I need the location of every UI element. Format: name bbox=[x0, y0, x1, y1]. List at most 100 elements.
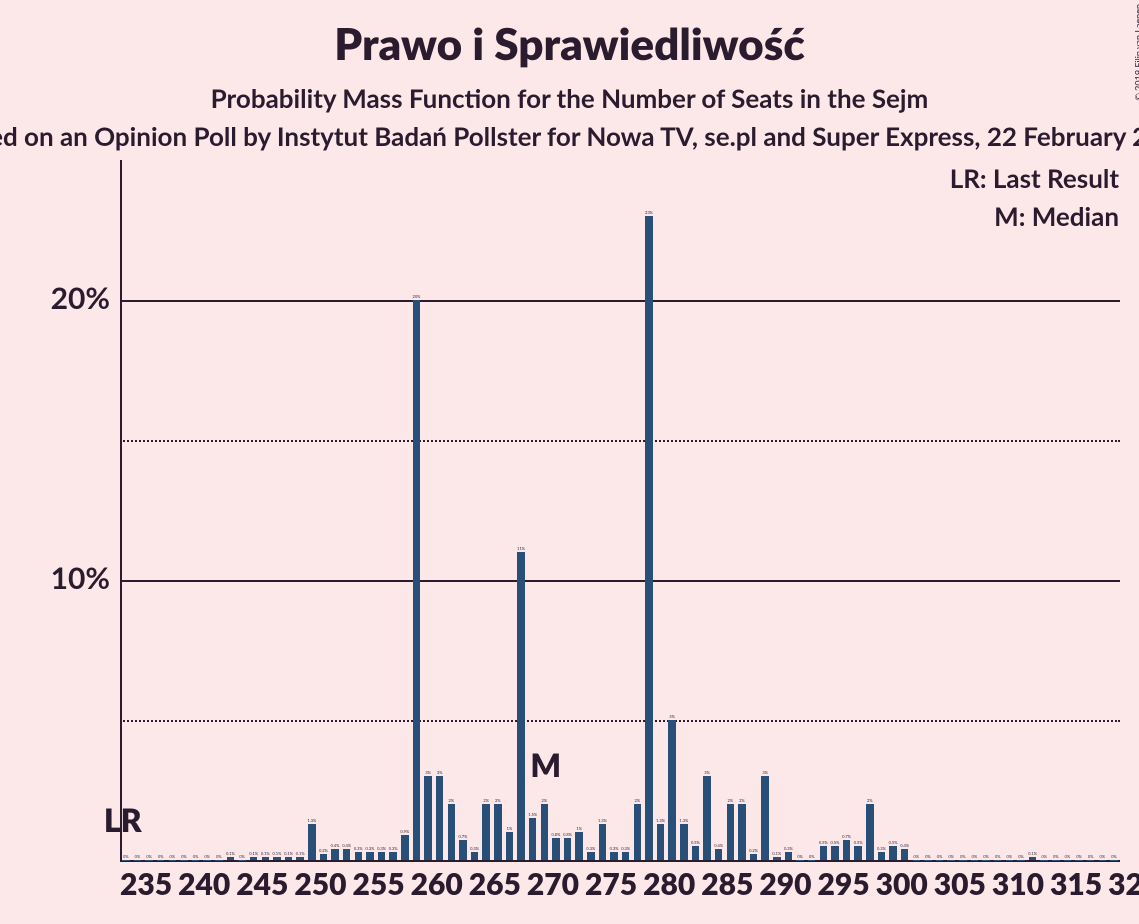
x-label-cell bbox=[899, 866, 911, 902]
bar bbox=[378, 852, 386, 860]
x-axis-label: 320 bbox=[1108, 866, 1139, 902]
bar bbox=[982, 860, 990, 861]
bar-305: 0% bbox=[934, 160, 946, 860]
bar bbox=[1099, 860, 1107, 861]
bar-281: 1.3% bbox=[655, 160, 667, 860]
bar-label: 0% bbox=[170, 854, 176, 859]
bar-265: 0.3% bbox=[469, 160, 481, 860]
bar-257: 0.3% bbox=[376, 160, 388, 860]
bar-266: 2% bbox=[480, 160, 492, 860]
bar-286: 0.4% bbox=[713, 160, 725, 860]
x-label-cell: 305 bbox=[934, 866, 946, 902]
bar-288: 2% bbox=[736, 160, 748, 860]
bar bbox=[773, 857, 781, 860]
bar-264: 0.7% bbox=[457, 160, 469, 860]
x-label-cell bbox=[248, 866, 260, 902]
x-label-cell: 245 bbox=[236, 866, 248, 902]
bar bbox=[901, 849, 909, 860]
bar-label: 0% bbox=[158, 854, 164, 859]
bar bbox=[878, 852, 886, 860]
bars: 0%0%0%0%0%0%0%0%0%0.1%0%0.1%0.1%0.1%0.1%… bbox=[120, 160, 1120, 860]
x-label-cell bbox=[980, 866, 992, 902]
x-label-cell: 260 bbox=[411, 866, 423, 902]
bar-254: 0.4% bbox=[341, 160, 353, 860]
bar bbox=[308, 824, 316, 860]
x-label-cell bbox=[167, 866, 179, 902]
bar-316: 0% bbox=[1062, 160, 1074, 860]
bar-label: 0.1% bbox=[296, 851, 305, 856]
bar bbox=[808, 860, 816, 861]
bar-label: 0.7% bbox=[459, 834, 468, 839]
bar-label: 0.4% bbox=[331, 843, 340, 848]
bar-label: 0% bbox=[1100, 854, 1106, 859]
bar-319: 0% bbox=[1097, 160, 1109, 860]
x-label-cell bbox=[341, 866, 353, 902]
bar-label: 0.3% bbox=[586, 846, 595, 851]
bar-294: 0% bbox=[806, 160, 818, 860]
x-label-cell bbox=[1015, 866, 1027, 902]
bar-307: 0% bbox=[957, 160, 969, 860]
x-label-cell bbox=[434, 866, 446, 902]
x-label-cell bbox=[562, 866, 574, 902]
x-label-cell bbox=[608, 866, 620, 902]
bar-label: 0.8% bbox=[563, 832, 572, 837]
bar-label: 0.3% bbox=[354, 846, 363, 851]
bar-label: 0% bbox=[1111, 854, 1117, 859]
bar bbox=[203, 860, 211, 861]
bar bbox=[180, 860, 188, 861]
bar-259: 0.9% bbox=[399, 160, 411, 860]
bar-289: 0.2% bbox=[748, 160, 760, 860]
bar bbox=[843, 840, 851, 860]
bar-246: 0.1% bbox=[248, 160, 260, 860]
x-label-cell bbox=[736, 866, 748, 902]
x-label-cell bbox=[492, 866, 504, 902]
bar bbox=[541, 804, 549, 860]
bar bbox=[134, 860, 142, 861]
bar bbox=[250, 857, 258, 860]
x-label-cell bbox=[225, 866, 237, 902]
bar bbox=[854, 846, 862, 860]
bar-label: 1.3% bbox=[679, 818, 688, 823]
chart-container: © 2019 Filip van Laenen Prawo i Sprawied… bbox=[0, 0, 1139, 924]
bar bbox=[506, 832, 514, 860]
bar-label: 0.5% bbox=[819, 840, 828, 845]
bar-276: 1.3% bbox=[597, 160, 609, 860]
x-label-cell: 240 bbox=[178, 866, 190, 902]
bar bbox=[738, 804, 746, 860]
bar-label: 0% bbox=[1076, 854, 1082, 859]
bar-label: 1.3% bbox=[307, 818, 316, 823]
bar bbox=[634, 804, 642, 860]
bar-306: 0% bbox=[945, 160, 957, 860]
x-label-cell bbox=[887, 866, 899, 902]
bar-label: 0% bbox=[135, 854, 141, 859]
bar-label: 2% bbox=[728, 798, 734, 803]
x-label-cell: 320 bbox=[1108, 866, 1120, 902]
bar bbox=[273, 857, 281, 860]
bar-293: 0% bbox=[794, 160, 806, 860]
bar-label: 0.5% bbox=[854, 840, 863, 845]
y-axis-label: 20% bbox=[0, 280, 110, 316]
x-label-cell bbox=[504, 866, 516, 902]
bar bbox=[1064, 860, 1072, 861]
x-label-cell bbox=[422, 866, 434, 902]
bar bbox=[145, 860, 153, 861]
x-label-cell bbox=[201, 866, 213, 902]
x-label-cell bbox=[364, 866, 376, 902]
x-label-cell bbox=[132, 866, 144, 902]
x-label-cell: 310 bbox=[992, 866, 1004, 902]
bar-249: 0.1% bbox=[283, 160, 295, 860]
bar-label: 2% bbox=[542, 798, 548, 803]
bar-label: 3% bbox=[762, 770, 768, 775]
bar-298: 0.5% bbox=[852, 160, 864, 860]
bar-277: 0.3% bbox=[608, 160, 620, 860]
x-label-cell: 265 bbox=[469, 866, 481, 902]
chart-title: Prawo i Sprawiedliwość bbox=[0, 18, 1139, 70]
x-label-cell bbox=[783, 866, 795, 902]
bar-label: 0% bbox=[181, 854, 187, 859]
bar-284: 0.5% bbox=[690, 160, 702, 860]
x-label-cell: 250 bbox=[294, 866, 306, 902]
bar-267: 2% bbox=[492, 160, 504, 860]
x-label-cell bbox=[806, 866, 818, 902]
bar bbox=[1029, 857, 1037, 860]
bar-285: 3% bbox=[701, 160, 713, 860]
